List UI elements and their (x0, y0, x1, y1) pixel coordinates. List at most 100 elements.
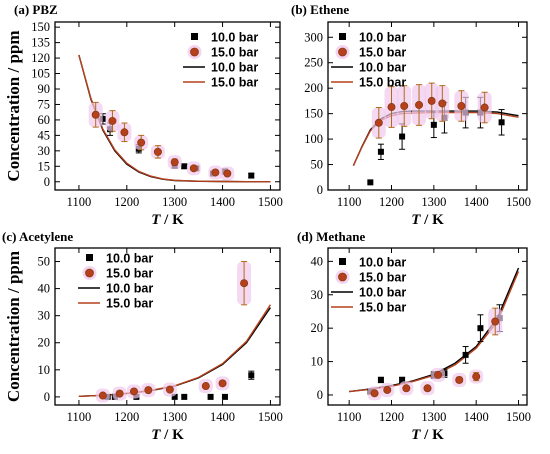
y-tick-label: 120 (31, 51, 50, 65)
data-point-10bar (181, 393, 188, 400)
x-axis-unit: / K (420, 427, 444, 443)
data-point-15bar (491, 317, 500, 326)
legend-marker-square (339, 258, 346, 265)
y-tick-label: 30 (38, 144, 51, 158)
x-tick-label: 1300 (421, 195, 446, 209)
x-tick-label: 1500 (506, 410, 531, 424)
legend-marker-square (191, 33, 198, 40)
panel-title: (b) Ethene (291, 2, 349, 17)
x-tick-label: 1300 (162, 195, 187, 209)
legend-label: 15.0 bar (106, 267, 153, 281)
legend-marker-square (339, 33, 346, 40)
x-tick-label: 1400 (464, 410, 489, 424)
y-tick-label: 20 (311, 321, 324, 335)
y-tick-label: 0 (317, 388, 323, 402)
data-point-10bar (99, 115, 106, 122)
y-tick-label: 150 (31, 20, 50, 34)
data-point-15bar (218, 379, 227, 388)
x-axis-label: T / K (411, 212, 444, 228)
data-point-15bar (434, 370, 443, 379)
data-point-15bar (165, 385, 174, 394)
y-tick-label: 250 (304, 56, 323, 70)
legend-label: 15.0 bar (359, 46, 406, 60)
legend-label: 10.0 bar (106, 282, 153, 296)
x-tick-label: 1100 (67, 410, 92, 424)
x-tick-label: 1400 (210, 195, 235, 209)
data-point-15bar (374, 118, 383, 127)
y-tick-label: 15 (38, 159, 51, 173)
x-axis-unit: / K (420, 212, 444, 228)
x-tick-label: 1200 (114, 195, 139, 209)
y-tick-label: 40 (311, 254, 324, 268)
data-point-15bar (120, 128, 129, 137)
series-line (78, 304, 271, 397)
data-point-15bar (240, 279, 249, 288)
x-tick-label: 1200 (379, 195, 404, 209)
legend-label: 15.0 bar (359, 76, 406, 90)
plot-frame (327, 21, 528, 191)
data-point-15bar (211, 168, 220, 177)
y-tick-label: 200 (304, 81, 323, 95)
legend-label: 15.0 bar (211, 76, 258, 90)
y-tick-label: 105 (31, 67, 50, 81)
data-point-15bar (423, 384, 432, 393)
y-tick-label: 30 (38, 309, 51, 323)
data-point-15bar (402, 384, 411, 393)
x-axis-label: T / K (411, 427, 444, 443)
data-point-15bar (427, 96, 436, 105)
legend-label: 10.0 bar (359, 61, 406, 75)
data-point-15bar (153, 147, 162, 156)
data-point-10bar (377, 148, 384, 155)
x-tick-label: 1300 (162, 410, 187, 424)
data-point-15bar (387, 103, 396, 112)
data-point-15bar (223, 169, 232, 178)
x-axis-label: T / K (151, 427, 184, 443)
data-point-15bar (415, 100, 424, 109)
x-tick-label: 1300 (421, 410, 446, 424)
legend-label: 15.0 bar (106, 297, 153, 311)
legend-marker-square (86, 254, 93, 261)
series-line (78, 54, 271, 183)
data-point-10bar (399, 376, 406, 383)
x-axis-variable: T (151, 427, 161, 443)
data-point-10bar (399, 133, 406, 140)
data-point-15bar (400, 102, 409, 111)
panel-title: (a) PBZ (14, 2, 58, 17)
x-tick-label: 1400 (464, 195, 489, 209)
y-tick-label: 10 (311, 355, 324, 369)
x-tick-label: 1200 (114, 410, 139, 424)
legend-label: 15.0 bar (359, 301, 406, 315)
legend-label: 15.0 bar (211, 46, 258, 60)
data-point-15bar (480, 103, 489, 112)
panel-title: (c) Acetylene (2, 229, 73, 244)
legend-label: 10.0 bar (359, 256, 406, 270)
data-point-15bar (370, 389, 379, 398)
y-tick-label: 40 (38, 282, 51, 296)
plot-frame (54, 247, 281, 406)
data-point-10bar (248, 372, 255, 379)
data-point-15bar (472, 372, 481, 381)
y-tick-label: 0 (317, 183, 323, 197)
y-tick-label: 20 (38, 336, 51, 350)
y-tick-label: 75 (38, 97, 51, 111)
y-tick-label: 50 (311, 158, 324, 172)
data-point-10bar (248, 172, 255, 179)
x-tick-label: 1500 (258, 410, 283, 424)
x-tick-label: 1100 (67, 195, 92, 209)
data-point-15bar (438, 99, 447, 108)
y-tick-label: 135 (31, 36, 50, 50)
data-point-10bar (207, 393, 214, 400)
data-point-10bar (462, 351, 469, 358)
legend-label: 10.0 bar (106, 252, 153, 266)
x-tick-label: 1500 (506, 195, 531, 209)
data-point-10bar (181, 163, 188, 170)
y-tick-label: 45 (38, 128, 51, 142)
legend-marker-circle (338, 47, 347, 57)
y-tick-label: 50 (38, 255, 51, 269)
chart-panel: 1100 1200 1300 1400 150001530456075901051201… (4, 2, 283, 228)
chart-panel: 1100 1200 1300 1400 1500 0 10 20 30 40 (d) Methane… (297, 229, 531, 443)
data-point-15bar (383, 385, 392, 394)
